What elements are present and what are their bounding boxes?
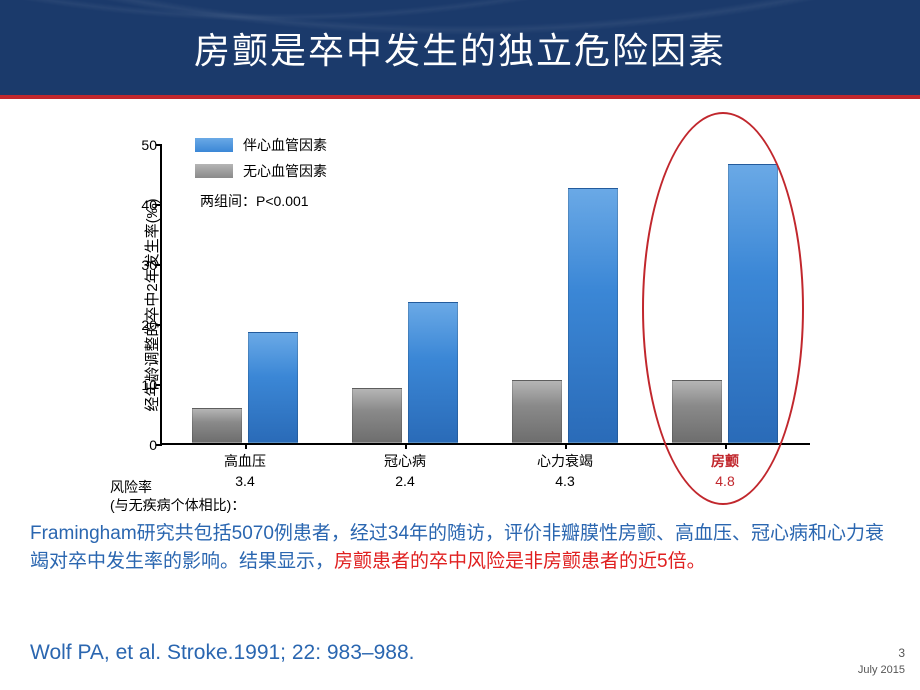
- p-value-note: 两组间：P<0.001: [200, 191, 309, 211]
- ytick-label: 50: [122, 137, 157, 153]
- xtick-mark: [405, 443, 407, 449]
- x-category-0: 高血压: [205, 451, 285, 471]
- slide-header: 房颤是卒中发生的独立危险因素: [0, 0, 920, 95]
- legend-swatch-1: [195, 164, 233, 178]
- xtick-mark: [245, 443, 247, 449]
- ytick-mark: [156, 384, 162, 386]
- bar-blue-0: [248, 332, 298, 443]
- bar-gray-2: [512, 380, 562, 443]
- page-number: 3: [898, 646, 905, 660]
- body-paragraph: Framingham研究共包括5070例患者，经过34年的随访，评价非瓣膜性房颤…: [30, 520, 890, 575]
- xtick-mark: [565, 443, 567, 449]
- bar-gray-0: [192, 408, 242, 443]
- footer-date: July 2015: [858, 664, 905, 676]
- header-divider: [0, 95, 920, 99]
- bar-blue-2: [568, 188, 618, 443]
- citation: Wolf PA, et al. Stroke.1991; 22: 983–988…: [30, 641, 414, 665]
- body-text-highlight: 房颤患者的卒中风险是非房颤患者的近5倍。: [334, 551, 706, 572]
- bar-blue-1: [408, 302, 458, 443]
- ytick-mark: [156, 324, 162, 326]
- ytick-label: 40: [122, 197, 157, 213]
- ytick-mark: [156, 444, 162, 446]
- x-category-2: 心力衰竭: [525, 451, 605, 471]
- legend-item-0: 伴心血管因素: [195, 135, 327, 155]
- highlight-ellipse: [642, 112, 804, 505]
- risk-ratio-label: 风险率(与无疾病个体相比)：: [110, 478, 245, 514]
- chart-legend: 伴心血管因素 无心血管因素: [195, 135, 327, 187]
- risk-value-2: 4.3: [535, 473, 595, 489]
- ytick-label: 0: [122, 437, 157, 453]
- bar-gray-1: [352, 388, 402, 443]
- risk-value-1: 2.4: [375, 473, 435, 489]
- ytick-mark: [156, 264, 162, 266]
- ytick-mark: [156, 204, 162, 206]
- legend-label-1: 无心血管因素: [243, 161, 327, 181]
- legend-label-0: 伴心血管因素: [243, 135, 327, 155]
- x-category-1: 冠心病: [365, 451, 445, 471]
- legend-item-1: 无心血管因素: [195, 161, 327, 181]
- slide-title: 房颤是卒中发生的独立危险因素: [194, 22, 726, 74]
- ytick-mark: [156, 144, 162, 146]
- ytick-label: 30: [122, 257, 157, 273]
- ytick-label: 10: [122, 377, 157, 393]
- legend-swatch-0: [195, 138, 233, 152]
- ytick-label: 20: [122, 317, 157, 333]
